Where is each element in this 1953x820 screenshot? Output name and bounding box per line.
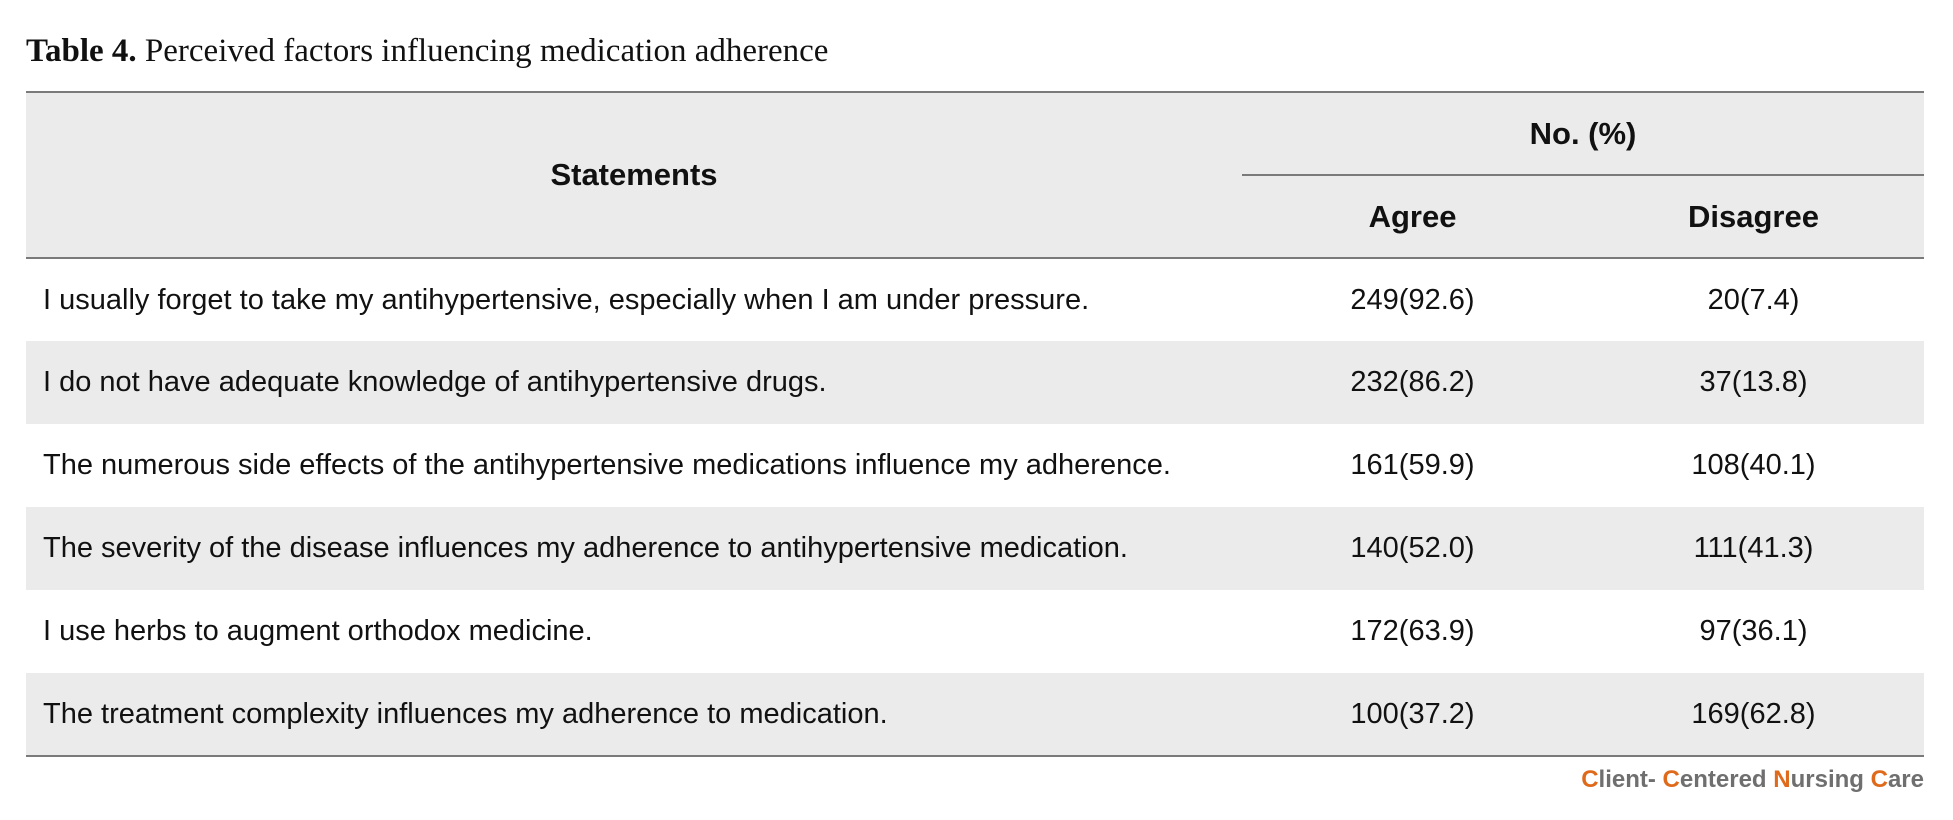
disagree-cell: 37(13.8) [1583,341,1925,424]
agree-cell: 100(37.2) [1242,673,1583,757]
journal-brand-logo: Client- Centered Nursing Care [1581,766,1924,794]
disagree-cell: 20(7.4) [1707,283,1800,316]
table-row: The numerous side effects of the antihyp… [26,424,1924,507]
statement-cell: The severity of the disease influences m… [26,507,1242,590]
statement-cell: The treatment complexity influences my a… [26,673,1242,757]
brand-word: lient- [1598,766,1663,793]
statement-cell: I usually forget to take my antihyperten… [43,283,1090,316]
brand-initial: C [1581,766,1599,793]
column-header-agree: Agree [1242,175,1583,259]
agree-cell: 161(59.9) [1350,449,1475,481]
disagree-cell: 108(40.1) [1691,449,1816,481]
brand-initial: C [1662,766,1680,793]
disagree-cell: 97(36.1) [1699,615,1808,647]
agree-cell: 249(92.6) [1350,283,1475,316]
table-row: I usually forget to take my antihyperten… [26,258,1924,341]
agree-cell: 232(86.2) [1242,341,1583,424]
brand-initial: C [1870,766,1888,793]
table-row: I do not have adequate knowledge of anti… [26,341,1925,424]
brand-initial: N [1773,766,1791,793]
table-number: Table 4. [26,33,137,69]
brand-word: ursing [1790,766,1871,793]
table-header: Statements No. (%) Agree Disagree [26,91,1925,259]
brand-word: are [1887,766,1924,793]
agree-cell: 140(52.0) [1242,507,1583,590]
table-row: I use herbs to augment orthodox medicine… [26,590,1924,673]
disagree-cell: 169(62.8) [1583,673,1925,757]
data-table: Statements No. (%) Agree Disagree I usua… [26,91,1925,757]
column-header-disagree: Disagree [1583,175,1925,259]
column-header-statements: Statements [26,91,1242,259]
table-row: The treatment complexity influences my a… [26,673,1925,757]
statement-cell: I do not have adequate knowledge of anti… [26,341,1242,424]
brand-word: entered [1679,766,1774,793]
table-title: Perceived factors influencing medication… [144,33,829,69]
disagree-cell: 111(41.3) [1583,507,1925,590]
agree-cell: 172(63.9) [1350,615,1475,647]
table-row: The severity of the disease influences m… [26,507,1925,590]
statement-cell: I use herbs to augment orthodox medicine… [43,615,593,647]
table-body: I usually forget to take my antihyperten… [26,258,1925,757]
column-group-header: No. (%) [1242,91,1925,176]
table-caption: Table 4. Perceived factors influencing m… [26,28,828,74]
statement-cell: The numerous side effects of the antihyp… [43,449,1171,481]
